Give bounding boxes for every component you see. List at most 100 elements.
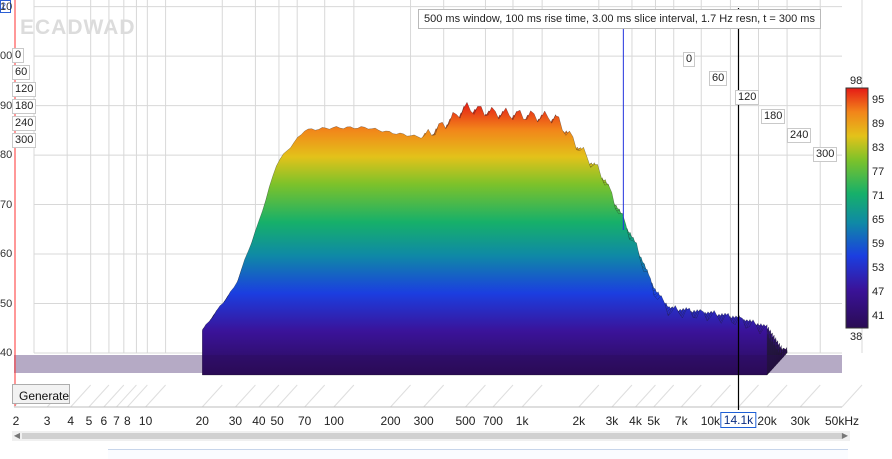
floor-line <box>145 384 166 408</box>
time-label-left: 0 <box>12 48 25 63</box>
time-label-left: 120 <box>12 82 37 97</box>
floor-line <box>423 384 445 408</box>
colorbar-tick-label: 77 <box>872 166 885 178</box>
floor-line <box>635 384 656 408</box>
time-label-right: 240 <box>787 128 812 143</box>
cursor-frequency-label: 14.1k <box>720 412 757 428</box>
x-tick-label: 8 <box>124 414 131 428</box>
x-tick-label: 200 <box>380 414 401 428</box>
colorbar-tick-label: 53 <box>872 262 885 274</box>
scrollbar-thumb[interactable] <box>22 433 842 439</box>
x-tick-label: 700 <box>482 414 503 428</box>
x-tick-label: 20 <box>195 414 209 428</box>
floor-line <box>88 384 110 408</box>
time-label-left: 240 <box>12 116 37 131</box>
x-tick-label: 7k <box>674 414 688 428</box>
floor-line <box>738 384 759 408</box>
floor-line <box>611 384 633 408</box>
y-tick-label: 60 <box>0 248 13 261</box>
x-tick-label: 4k <box>629 414 642 428</box>
floor-line <box>492 384 514 408</box>
y-tick-label: 10 <box>0 0 13 13</box>
x-tick-label: 2 <box>12 414 20 428</box>
x-tick-label: 30 <box>228 414 243 428</box>
x-tick-label: 4 <box>67 414 75 428</box>
x-tick-label: 5k <box>647 414 661 428</box>
colorbar-tick-label: 65 <box>872 214 885 226</box>
x-tick-label: 10k <box>700 414 721 428</box>
y-tick-label: 80 <box>0 149 13 162</box>
floor-line <box>304 384 326 408</box>
time-label-right: 300 <box>813 147 838 162</box>
time-label-right: 0 <box>683 52 696 67</box>
colorbar-tick-label: 98 <box>850 75 863 87</box>
watermark: ECADWAD <box>20 16 136 39</box>
colorbar-tick-label: 38 <box>850 331 863 343</box>
floor-line <box>799 384 821 408</box>
colorbar <box>845 87 869 329</box>
x-tick-label: 2k <box>572 414 586 428</box>
floor-line <box>521 384 543 408</box>
floor-grid <box>13 384 863 408</box>
colorbar-tick-label: 83 <box>872 142 885 154</box>
scroll-right-icon[interactable]: ▶ <box>841 431 849 440</box>
settings-info-box: 500 ms window, 100 ms rise time, 3.00 ms… <box>418 9 821 29</box>
time-label-right: 120 <box>735 90 760 105</box>
colorbar-tick-label: 59 <box>872 238 885 250</box>
x-tick-label: 50 <box>270 414 284 428</box>
waterfall-slice <box>202 101 768 376</box>
colorbar-tick-label: 89 <box>872 118 885 130</box>
floor-line <box>680 384 702 408</box>
y-tick-label: 50 <box>0 297 13 310</box>
scroll-left-icon[interactable]: ◀ <box>13 431 21 440</box>
corner-marker: 2 <box>0 0 11 13</box>
floor-line <box>390 384 411 408</box>
horizontal-scrollbar[interactable]: ◀ ▶ <box>12 431 850 441</box>
floor-line <box>333 384 355 408</box>
x-tick-label: 50kHz <box>824 414 860 428</box>
x-tick-label: 1k <box>515 414 529 428</box>
x-tick-label: 30k <box>790 414 810 428</box>
x-tick-label: 100 <box>323 414 344 428</box>
x-tick-label: 500 <box>455 414 476 428</box>
x-tick-label: 3k <box>605 414 619 428</box>
x-tick-label: 7 <box>113 414 120 428</box>
floor-line <box>201 384 223 408</box>
x-tick-label: 20k <box>757 414 777 428</box>
floor-line <box>70 384 92 408</box>
y-tick-label: 00 <box>0 50 13 63</box>
x-tick-label: 300 <box>413 414 434 428</box>
floor-line <box>841 384 863 408</box>
x-tick-label: 5 <box>85 414 93 428</box>
floor-line <box>103 384 125 408</box>
colorbar-tick-label: 41 <box>872 310 885 322</box>
floor-line <box>126 384 148 408</box>
y-tick-label: 90 <box>0 99 13 112</box>
time-label-left: 300 <box>12 133 37 148</box>
floor-line <box>653 384 675 408</box>
time-label-left: 60 <box>12 65 31 80</box>
colorbar-tick-label: 95 <box>872 94 885 106</box>
bottom-status-strip <box>108 449 848 459</box>
floor-line <box>276 384 298 408</box>
noise-floor-band <box>14 355 842 373</box>
floor-line <box>710 384 731 408</box>
floor-line <box>766 384 788 408</box>
floor-line <box>465 384 486 408</box>
floor-line <box>116 384 137 408</box>
y-tick-label: 70 <box>0 198 13 211</box>
floor-line <box>235 384 256 408</box>
floor-line <box>258 384 280 408</box>
x-tick-label: 10 <box>138 414 153 428</box>
x-tick-label: 3 <box>43 414 51 428</box>
generate-button[interactable]: Generate <box>12 384 70 404</box>
time-label-right: 60 <box>709 71 728 86</box>
colorbar-tick-label: 47 <box>872 286 885 298</box>
x-tick-label: 40 <box>252 414 266 428</box>
time-label-left: 180 <box>12 99 37 114</box>
x-tick-label: 6 <box>100 414 108 428</box>
waterfall-surface <box>14 101 842 376</box>
time-label-right: 180 <box>761 109 786 124</box>
